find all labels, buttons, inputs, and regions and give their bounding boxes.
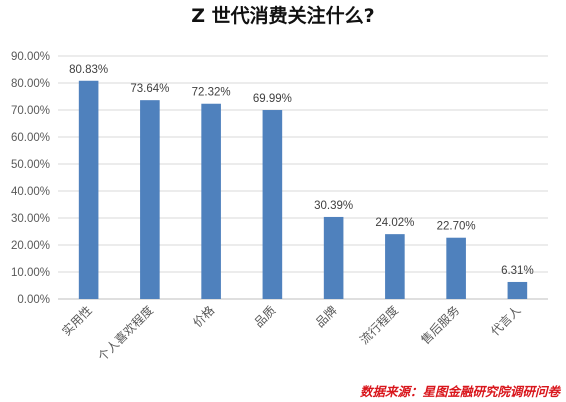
bar [446,237,466,299]
y-tick-label: 20.00% [11,240,50,252]
bar [78,80,99,299]
data-labels: 80.83% 73.64% 72.32% 69.99% 30.39% 24.02% 22.7… [69,64,534,277]
bar [323,216,344,299]
data-label: 72.32% [192,87,231,99]
y-tick-label: 90.00% [11,51,50,63]
bar [201,103,221,300]
y-tick-label: 40.00% [11,186,50,198]
x-tick-label: 实用性 [59,303,95,339]
x-tick-label: 品牌 [313,303,340,330]
y-tick-label: 70.00% [11,105,50,117]
y-tick-label: 50.00% [11,159,50,171]
bars [78,80,528,300]
data-label: 69.99% [253,93,292,105]
bar [385,234,405,299]
y-tick-label: 10.00% [11,267,50,279]
y-tick-label: 80.00% [11,78,50,90]
gridlines [58,55,548,300]
y-tick-label: 0.00% [17,294,50,306]
chart-title: Z 世代消费关注什么? [191,4,374,27]
y-tick-label: 60.00% [11,132,50,144]
x-tick-label: 品质 [252,303,279,330]
x-axis-ticks: 实用性 个人喜欢程度 价格 品质 品牌 流行程度 售后服务 代言人 [59,303,524,365]
x-tick-label: 个人喜欢程度 [94,303,156,365]
x-tick-label: 流行程度 [356,303,401,348]
data-label: 73.64% [130,83,169,95]
x-tick-label: 售后服务 [418,303,463,348]
bar [140,100,160,299]
data-label: 80.83% [69,64,108,76]
x-tick-label: 代言人 [488,303,523,338]
data-label: 24.02% [375,217,414,229]
bar [262,110,283,299]
y-tick-label: 30.00% [11,213,50,225]
bar [507,281,528,299]
data-label: 30.39% [314,200,353,212]
data-label: 6.31% [501,265,534,277]
data-label: 22.70% [437,221,476,233]
y-axis-ticks: 0.00% 10.00% 20.00% 30.00% 40.00% 50.00% 60.00… [11,51,50,306]
x-tick-label: 价格 [190,303,218,331]
source-note: 数据来源：星图金融研究院调研问卷 [360,384,562,399]
